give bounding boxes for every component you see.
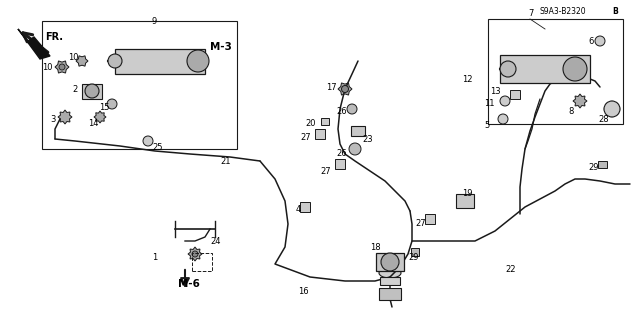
Text: 27: 27 xyxy=(300,132,310,142)
Text: B: B xyxy=(612,6,618,16)
Circle shape xyxy=(107,99,117,109)
Text: 4: 4 xyxy=(296,204,301,213)
Circle shape xyxy=(192,251,198,257)
Text: 14: 14 xyxy=(88,118,99,128)
Text: 23: 23 xyxy=(362,135,372,144)
Bar xyxy=(335,159,345,169)
Polygon shape xyxy=(55,61,69,73)
Text: 29: 29 xyxy=(588,162,598,172)
Polygon shape xyxy=(58,110,72,124)
Text: 24: 24 xyxy=(210,236,221,246)
Circle shape xyxy=(595,36,605,46)
Text: 9: 9 xyxy=(152,17,157,26)
Text: 10: 10 xyxy=(68,53,79,62)
Text: 26: 26 xyxy=(336,107,347,115)
Text: 25: 25 xyxy=(152,143,163,152)
Circle shape xyxy=(604,101,620,117)
Circle shape xyxy=(143,136,153,146)
Bar xyxy=(510,90,520,99)
Polygon shape xyxy=(18,29,50,59)
Text: 29: 29 xyxy=(408,253,419,262)
Text: 6: 6 xyxy=(588,36,593,46)
Circle shape xyxy=(187,50,209,72)
Text: 19: 19 xyxy=(462,189,472,198)
Text: 10: 10 xyxy=(42,63,52,71)
Bar xyxy=(411,248,419,256)
Text: 18: 18 xyxy=(370,242,381,251)
Text: 5: 5 xyxy=(484,122,489,130)
Circle shape xyxy=(500,61,516,77)
Bar xyxy=(379,288,401,300)
Text: 27: 27 xyxy=(320,167,331,175)
Text: 2: 2 xyxy=(72,85,77,93)
Text: 1: 1 xyxy=(152,253,157,262)
Polygon shape xyxy=(76,56,88,66)
Bar xyxy=(500,55,590,83)
Polygon shape xyxy=(188,247,202,261)
Circle shape xyxy=(342,85,349,93)
Text: 28: 28 xyxy=(598,115,609,123)
Polygon shape xyxy=(94,111,106,123)
Bar xyxy=(456,194,474,208)
Text: 27: 27 xyxy=(415,219,426,227)
Bar xyxy=(321,117,329,124)
Ellipse shape xyxy=(379,268,401,278)
Circle shape xyxy=(500,96,510,106)
Polygon shape xyxy=(604,101,620,117)
Text: 16: 16 xyxy=(298,286,308,295)
Circle shape xyxy=(85,84,99,98)
Bar xyxy=(351,126,365,136)
Bar xyxy=(300,202,310,212)
Text: 7: 7 xyxy=(528,10,533,19)
Text: 20: 20 xyxy=(305,118,316,128)
Circle shape xyxy=(349,143,361,155)
Bar xyxy=(425,214,435,224)
Polygon shape xyxy=(573,94,587,108)
Text: S9A3-B2320: S9A3-B2320 xyxy=(540,6,587,16)
Text: 12: 12 xyxy=(462,75,472,84)
Circle shape xyxy=(108,54,122,68)
Bar xyxy=(380,277,400,285)
Text: 15: 15 xyxy=(99,102,109,112)
Polygon shape xyxy=(338,83,352,95)
Bar xyxy=(82,84,102,99)
Circle shape xyxy=(59,64,65,70)
Text: 21: 21 xyxy=(220,157,230,166)
Text: FR.: FR. xyxy=(45,32,63,42)
Bar xyxy=(192,253,212,271)
Text: 22: 22 xyxy=(505,264,515,273)
Text: 17: 17 xyxy=(326,83,337,92)
Circle shape xyxy=(498,114,508,124)
Text: 13: 13 xyxy=(490,86,500,95)
Bar xyxy=(376,253,404,271)
Text: 26: 26 xyxy=(336,150,347,159)
Circle shape xyxy=(381,253,399,271)
Bar xyxy=(488,19,623,124)
Bar xyxy=(115,48,205,73)
Bar xyxy=(42,21,237,149)
Circle shape xyxy=(563,57,587,81)
Text: M-6: M-6 xyxy=(178,279,200,289)
Text: 11: 11 xyxy=(484,100,495,108)
Bar xyxy=(598,160,607,167)
Bar xyxy=(315,129,325,139)
Text: 3: 3 xyxy=(50,115,56,123)
Circle shape xyxy=(347,104,357,114)
Text: 8: 8 xyxy=(568,107,573,115)
Text: M-3: M-3 xyxy=(210,42,232,52)
